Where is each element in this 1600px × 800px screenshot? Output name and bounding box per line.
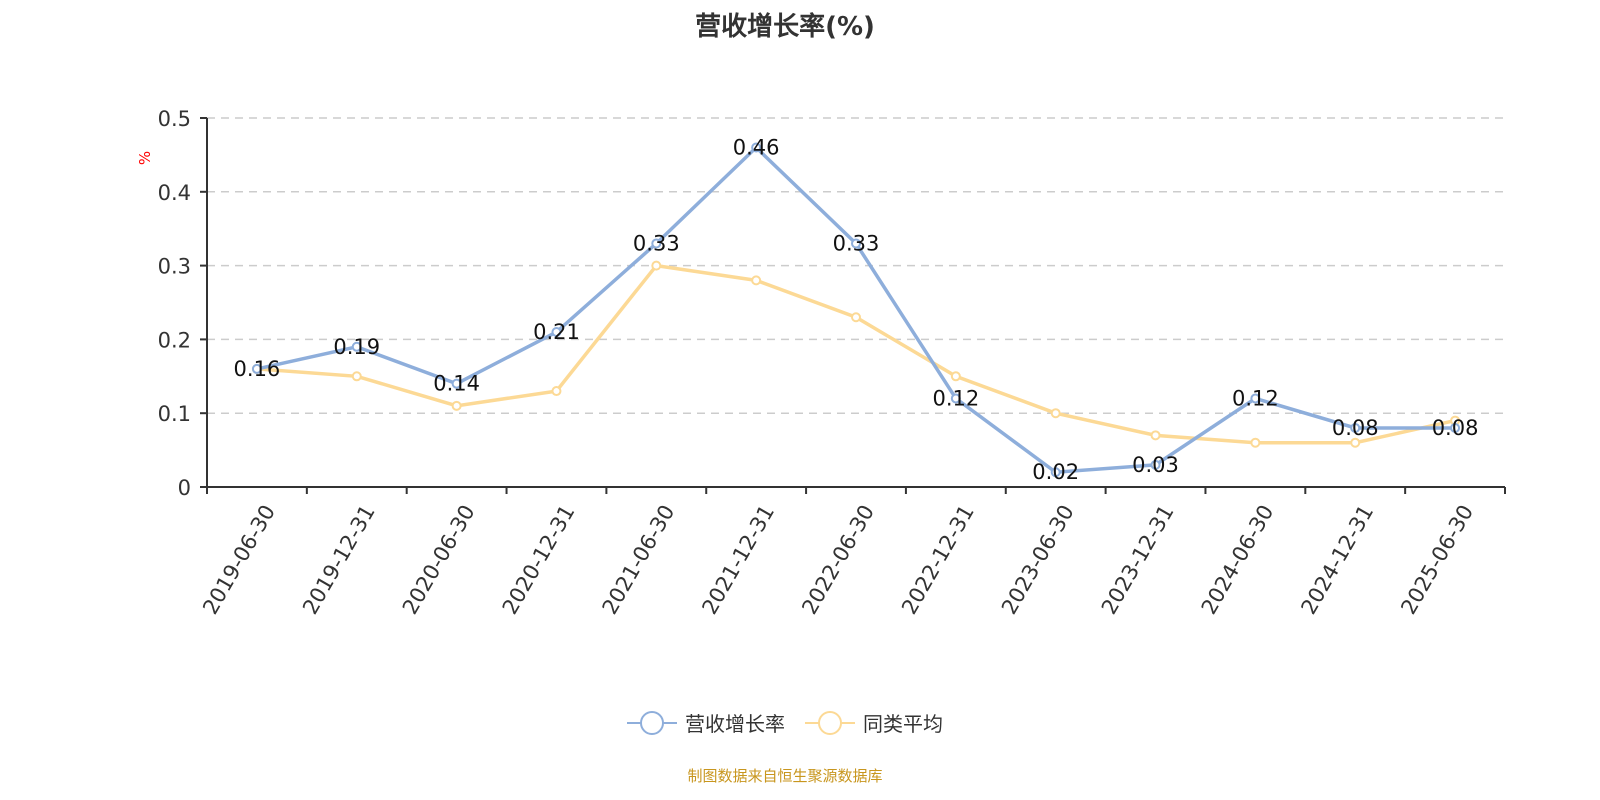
x-tick-label: 2023-06-30	[997, 501, 1079, 619]
data-point	[1150, 459, 1161, 470]
x-tick-label: 2024-12-31	[1296, 501, 1378, 619]
data-label: 0.08	[1432, 416, 1479, 440]
x-tick-label: 2020-12-31	[498, 501, 580, 619]
data-point	[950, 371, 961, 382]
data-label: 0.12	[932, 386, 979, 410]
data-point	[651, 238, 662, 249]
y-tick-label: 0.4	[158, 181, 191, 205]
data-point	[1050, 467, 1061, 478]
y-tick-label: 0.2	[158, 328, 191, 352]
data-point	[751, 275, 762, 286]
x-tick-label: 2021-06-30	[598, 501, 680, 619]
x-tick-label: 2022-06-30	[797, 501, 879, 619]
legend-marker-icon	[627, 710, 677, 735]
legend-label: 营收增长率	[685, 712, 785, 736]
data-label: 0.14	[433, 372, 480, 396]
data-point	[351, 341, 362, 352]
data-label: 0.21	[533, 320, 580, 344]
data-point	[1250, 393, 1261, 404]
data-point	[551, 327, 562, 338]
data-point	[651, 260, 662, 271]
legend-item[interactable]: 营收增长率	[627, 708, 785, 737]
series-line	[256, 145, 1456, 475]
data-label: 0.46	[733, 136, 780, 160]
data-label: 0.03	[1132, 453, 1179, 477]
data-label: 0.33	[833, 231, 880, 255]
data-point	[1150, 430, 1161, 441]
data-point	[1350, 422, 1361, 433]
legend: 营收增长率 同类平均	[0, 708, 1570, 737]
data-point	[1050, 408, 1061, 419]
data-point	[1250, 437, 1261, 448]
legend-item[interactable]: 同类平均	[805, 708, 943, 737]
source-note: 制图数据来自恒生聚源数据库	[687, 767, 883, 785]
data-point	[851, 312, 861, 323]
data-point	[551, 386, 562, 397]
data-label: 0.08	[1332, 416, 1379, 440]
data-label: 0.19	[333, 335, 380, 359]
x-tick-label: 2021-12-31	[697, 501, 779, 619]
data-point	[351, 371, 362, 382]
y-tick-label: 0.5	[158, 107, 191, 131]
x-tick-label: 2024-06-30	[1197, 501, 1279, 619]
data-point	[451, 378, 462, 389]
legend-label: 同类平均	[863, 712, 943, 736]
x-tick-label: 2022-12-31	[897, 501, 979, 619]
x-tick-label: 2020-06-30	[398, 501, 480, 619]
data-label: 0.12	[1232, 386, 1279, 410]
data-label: 0.16	[234, 357, 281, 381]
data-label: 0.02	[1032, 460, 1079, 484]
data-point	[751, 142, 762, 153]
y-tick-label: 0.3	[158, 255, 191, 279]
x-tick-label: 2025-06-30	[1396, 501, 1478, 619]
y-axis-label: %	[136, 151, 154, 165]
series-line	[256, 263, 1456, 445]
x-tick-label: 2019-12-31	[298, 501, 380, 619]
x-tick-label: 2023-12-31	[1097, 501, 1179, 619]
y-tick-label: 0	[178, 476, 191, 500]
data-label: 0.33	[633, 231, 680, 255]
y-tick-label: 0.1	[158, 402, 191, 426]
chart-title: 营收增长率(%)	[695, 12, 875, 42]
x-tick-label: 2019-06-30	[198, 501, 280, 619]
data-point	[950, 393, 961, 404]
data-point	[1350, 437, 1361, 448]
data-point	[251, 363, 262, 374]
data-point	[1450, 422, 1461, 433]
data-point	[451, 400, 462, 411]
data-point	[851, 238, 861, 249]
legend-marker-icon	[805, 710, 855, 735]
